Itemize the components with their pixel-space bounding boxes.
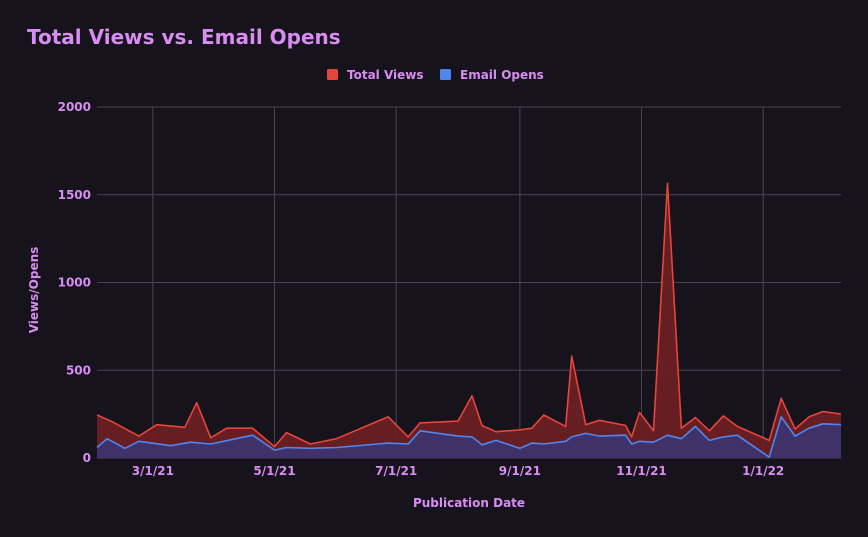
y-tick-label: 2000: [58, 100, 91, 114]
x-tick-label: 7/1/21: [375, 464, 417, 478]
y-axis-title: Views/Opens: [27, 247, 41, 334]
y-tick-label: 0: [83, 451, 91, 465]
legend-label: Email Opens: [460, 68, 544, 82]
x-tick-label: 1/1/22: [742, 464, 784, 478]
y-tick-label: 1000: [58, 276, 91, 290]
legend: Total Views Email Opens: [327, 68, 544, 82]
legend-label: Total Views: [347, 68, 424, 82]
chart-title: Total Views vs. Email Opens: [27, 25, 341, 49]
y-tick-label: 1500: [58, 188, 91, 202]
series-line-email-opens: [96, 416, 842, 458]
x-tick-label: 9/1/21: [499, 464, 541, 478]
area-layer: [96, 182, 842, 459]
legend-swatch: [327, 69, 338, 80]
x-tick-label: 3/1/21: [132, 464, 174, 478]
x-tick-label: 11/1/21: [616, 464, 667, 478]
x-tick-label: 5/1/21: [253, 464, 295, 478]
axis-layer: 0 500 1000 1500 2000 3/1/21 5/1/21 7/1/21 9/1/21…: [58, 100, 785, 478]
series-area-total-views: [97, 183, 841, 459]
y-tick-label: 500: [66, 363, 91, 377]
legend-swatch: [440, 69, 451, 80]
x-axis-title: Publication Date: [413, 496, 525, 510]
series-line-total-views: [96, 182, 842, 448]
grid-layer: [97, 106, 841, 459]
